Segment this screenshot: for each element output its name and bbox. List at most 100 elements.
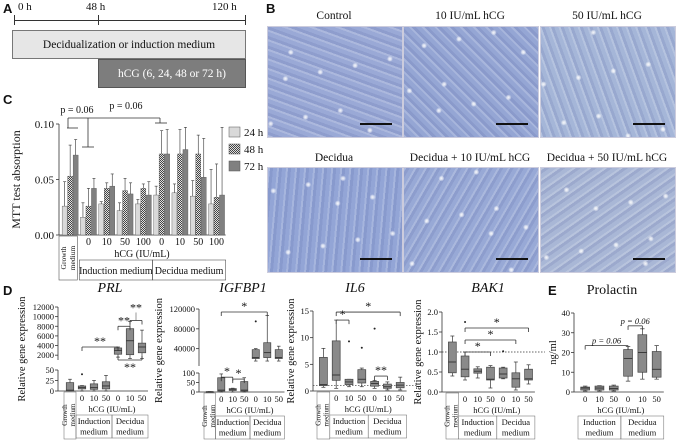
y-tick-label: 40000	[174, 344, 195, 354]
scale-bar	[360, 258, 392, 260]
y-tick-label: 0.10	[35, 119, 55, 131]
x-tick-label: 0	[116, 393, 120, 403]
outlier-point	[502, 350, 505, 353]
box	[580, 386, 590, 391]
box	[251, 349, 260, 359]
y-tick-label: 120000	[170, 304, 196, 314]
bar-24h	[153, 194, 159, 236]
growth-medium-label: medium	[322, 403, 330, 426]
box	[331, 340, 341, 381]
bar-24h	[135, 203, 141, 236]
box	[383, 383, 392, 389]
bar-48h	[104, 188, 110, 236]
y-tick-label: 0.0	[427, 387, 438, 397]
timeline-label-0h: 0 h	[18, 1, 32, 13]
timeline-tick-120h	[245, 15, 246, 25]
box	[137, 342, 147, 354]
growth-medium-label: Growth	[314, 404, 322, 426]
box	[637, 334, 648, 373]
chart-title: IL6	[344, 281, 364, 296]
timeline-tick-0h	[14, 15, 15, 25]
growth-medium-label: medium	[68, 246, 77, 271]
legend-label: 48 h	[244, 144, 264, 156]
timeline-label-48h: 48 h	[86, 1, 106, 13]
box	[524, 368, 533, 381]
bar-72h	[164, 153, 170, 236]
group-label: medium	[373, 427, 401, 437]
group-box	[152, 259, 226, 281]
group-label: Decidua	[253, 417, 282, 427]
y-tick-label: 0.00	[35, 230, 55, 242]
bar-48h	[67, 175, 73, 236]
x-tick-label: 50	[358, 393, 367, 403]
group-label: Induction	[78, 416, 111, 426]
significance-label: *	[236, 366, 242, 380]
bar-24h	[171, 192, 178, 236]
x-tick-label: 50	[610, 394, 619, 404]
group-label: medium	[219, 428, 247, 438]
chart-title: PRL	[97, 281, 123, 296]
group-label: Induction medium	[79, 266, 153, 277]
growth-medium-label: Growth	[201, 405, 209, 427]
x-tick-label: 0	[159, 237, 164, 248]
bar-72h	[127, 193, 134, 236]
bar-72h	[201, 177, 207, 236]
group-label: Induction	[583, 417, 616, 427]
chart-title: Prolactin	[587, 283, 638, 298]
y-tick-label: 50	[46, 365, 55, 375]
outlier-point	[81, 373, 83, 376]
group-label: Decidua	[373, 416, 402, 426]
group-box	[367, 414, 407, 439]
bar-48h	[140, 188, 147, 236]
bar-72h	[91, 188, 97, 236]
y-axis-label: Relative gene expression	[154, 297, 165, 403]
bar-72h	[219, 194, 225, 236]
x-tick-label: 50	[193, 237, 203, 248]
x-tick-label: 0	[372, 393, 376, 403]
growth-medium-box	[58, 235, 78, 281]
bar-72h	[72, 154, 79, 236]
legend-swatch	[228, 160, 241, 172]
significance-label: *	[475, 339, 481, 353]
growth-medium-label: medium	[69, 403, 77, 426]
growth-medium-label: medium	[209, 404, 217, 427]
bar-48h	[177, 153, 183, 236]
legend-swatch	[228, 143, 241, 155]
significance-label: *	[224, 364, 230, 378]
growth-medium-label: Growth	[443, 405, 451, 427]
micrograph-label: Decidua	[314, 152, 354, 164]
group-label: Induction	[216, 417, 249, 427]
y-tick-label: 40	[562, 308, 571, 318]
group-box	[249, 415, 285, 440]
growth-medium-label: Growth	[59, 246, 68, 269]
x-axis-label: hCG (IU/mL)	[114, 249, 169, 260]
micrograph-image	[540, 167, 676, 273]
bar-24h	[61, 205, 68, 236]
y-tick-label: 12000	[33, 302, 54, 312]
x-axis-label: hCG (IU/mL)	[345, 404, 392, 414]
x-tick-label: 50	[275, 394, 284, 404]
x-tick-label: 100	[136, 237, 151, 248]
significance-label: **	[94, 334, 106, 348]
group-label: medium	[253, 428, 281, 438]
micrograph-image	[267, 26, 403, 138]
bar-48h	[195, 153, 201, 236]
group-label: Induction	[333, 416, 366, 426]
timeline-label-120h: 120 h	[212, 1, 237, 13]
y-tick-label: 0.05	[35, 175, 55, 187]
group-label: medium	[80, 427, 108, 437]
y-tick-label: 30	[562, 328, 571, 338]
y-tick-label: 20	[562, 348, 571, 358]
group-label: Decidua	[628, 417, 657, 427]
x-tick-label: 0	[86, 237, 91, 248]
timeline-tick-48h	[98, 15, 99, 25]
box	[65, 382, 75, 392]
box	[89, 383, 99, 390]
y-tick-label: 0	[305, 386, 309, 396]
y-tick-label: 8000	[37, 321, 54, 331]
bar-24h	[80, 217, 86, 236]
x-tick-label: 50	[396, 393, 405, 403]
group-label: Decidua	[502, 417, 531, 427]
panel-label-d: D	[3, 283, 13, 298]
bar-72h	[109, 185, 115, 236]
